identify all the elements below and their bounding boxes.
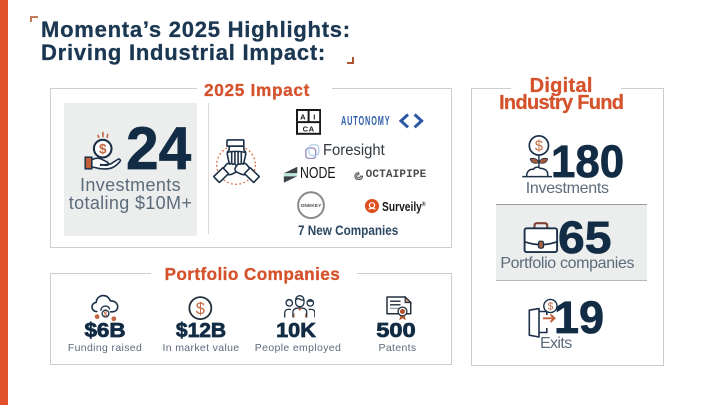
svg-text:$: $ (99, 141, 107, 156)
svg-text:A: A (300, 112, 306, 121)
svg-text:$: $ (196, 300, 205, 318)
svg-text:$: $ (548, 302, 554, 313)
svg-text:ONEKEY: ONEKEY (300, 203, 322, 209)
svg-text:CA: CA (303, 124, 315, 133)
svg-text:$: $ (535, 139, 543, 155)
svg-text:$: $ (104, 311, 108, 318)
svg-text:I: I (313, 112, 315, 121)
